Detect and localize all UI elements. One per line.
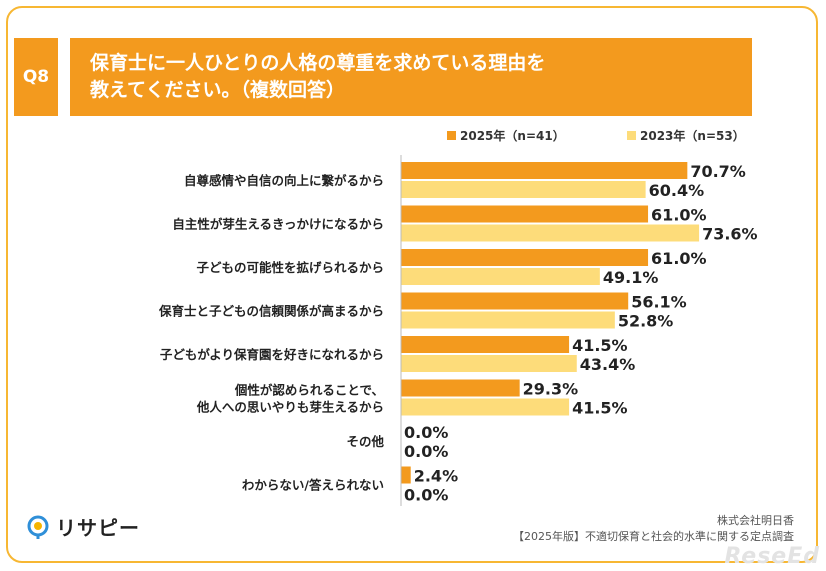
value-label: 70.7% (690, 162, 746, 181)
bar (401, 205, 649, 223)
question-title-line1: 保育士に一人ひとりの人格の尊重を求めている理由を (90, 52, 546, 74)
legend-label: 2025年（n=41） (460, 128, 565, 143)
category-label: 他人への思いやりも芽生えるから (196, 400, 384, 415)
category-label: 子どもの可能性を拡げられるから (196, 260, 384, 275)
category-label: 保育士と子どもの信頼関係が高まるから (158, 304, 384, 319)
value-label: 41.5% (572, 336, 628, 355)
question-title: 保育士に一人ひとりの人格の尊重を求めている理由を 教えてください。（複数回答） (70, 38, 752, 116)
credit-survey: 【2025年版】不適切保育と社会的水準に関する定点調査 (513, 530, 794, 543)
legend-swatch (447, 131, 456, 140)
value-label: 0.0% (404, 423, 448, 442)
bar (401, 466, 411, 484)
value-label: 73.6% (702, 225, 758, 244)
category-label: わからない/答えられない (242, 478, 384, 493)
value-label: 0.0% (404, 486, 448, 505)
category-label: その他 (346, 434, 384, 449)
value-label: 0.0% (404, 442, 448, 461)
logo-mark-icon (27, 515, 49, 539)
value-label: 52.8% (618, 312, 674, 331)
value-label: 61.0% (651, 206, 707, 225)
category-label: 個性が認められることで、 (234, 383, 384, 398)
value-label: 61.0% (651, 249, 707, 268)
category-label: 子どもがより保育園を好きになれるから (160, 347, 384, 362)
value-label: 60.4% (649, 181, 705, 200)
bar (401, 162, 688, 179)
question-badge: Q8 (14, 38, 58, 116)
value-label: 29.3% (523, 380, 579, 399)
bar (401, 311, 615, 329)
bar (401, 268, 600, 285)
legend-label: 2023年（n=53） (640, 128, 745, 143)
bar (401, 379, 520, 397)
logo-text: リサピー (56, 516, 140, 540)
category-label: 自主性が芽生えるきっかけになるから (172, 217, 384, 232)
bar (401, 355, 577, 372)
value-label: 56.1% (631, 293, 687, 312)
bar (401, 336, 570, 353)
value-label: 41.5% (572, 399, 628, 418)
source-credit: 株式会社明日香 【2025年版】不適切保育と社会的水準に関する定点調査 (513, 513, 794, 545)
bar (401, 398, 570, 416)
value-label: 49.1% (603, 268, 659, 287)
brand-logo: リサピー (26, 512, 140, 541)
bar (401, 181, 646, 198)
value-label: 43.4% (580, 355, 636, 374)
question-title-line2: 教えてください。（複数回答） (90, 79, 345, 101)
watermark: ReseEd (724, 544, 820, 569)
card-frame (6, 6, 818, 563)
bar (401, 224, 700, 242)
bar (401, 249, 649, 266)
bar (401, 292, 629, 310)
category-label: 自尊感情や自信の向上に繋がるから (184, 173, 384, 188)
legend-swatch (627, 131, 636, 140)
value-label: 2.4% (414, 467, 458, 486)
credit-company: 株式会社明日香 (717, 514, 794, 527)
